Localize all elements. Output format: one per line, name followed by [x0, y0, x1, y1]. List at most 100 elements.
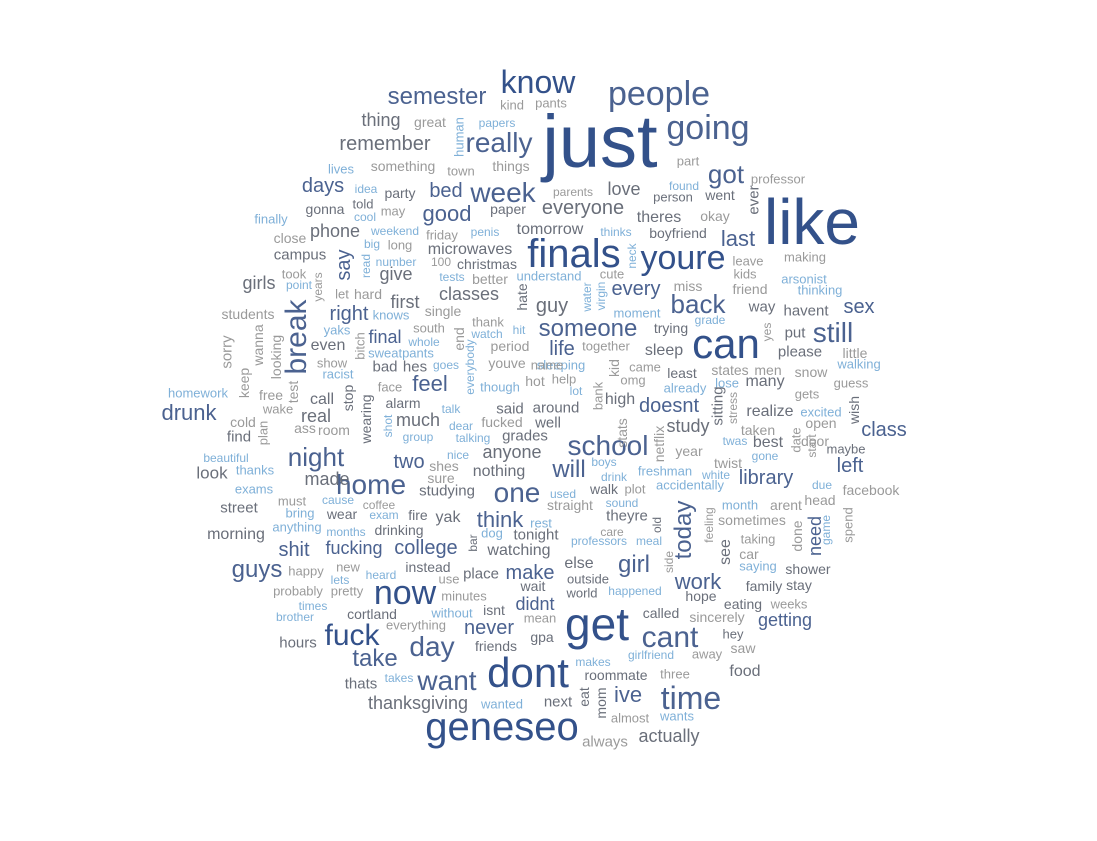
word-knows: knows	[372, 307, 410, 323]
word-arsonist: arsonist	[781, 271, 827, 287]
word-rest: rest	[530, 515, 552, 531]
word-weeks: weeks	[770, 596, 808, 612]
word-facebook: facebook	[842, 482, 900, 498]
word-thanks: thanks	[235, 462, 275, 478]
word-give: give	[379, 264, 413, 284]
word-almost: almost	[610, 710, 650, 726]
word-fuck: fuck	[324, 619, 380, 652]
word-ass: ass	[294, 420, 316, 436]
word-exams: exams	[234, 481, 274, 497]
word-brother: brother	[275, 610, 315, 624]
word-nothing: nothing	[472, 463, 526, 480]
word-didnt: didnt	[515, 594, 555, 614]
word-around: around	[532, 399, 580, 417]
word-bank: bank	[590, 381, 606, 411]
word-already: already	[663, 380, 707, 396]
word-theres: theres	[636, 209, 682, 226]
word-library: library	[738, 467, 794, 489]
word-drunk: drunk	[161, 400, 217, 425]
word-doesnt: doesnt	[638, 395, 700, 417]
word-guy: guy	[535, 295, 569, 317]
word-ive: ive	[613, 682, 643, 707]
word-wish: wish	[846, 395, 862, 425]
word-watching: watching	[487, 542, 551, 559]
word-taken: taken	[740, 422, 776, 438]
word-day: day	[409, 631, 455, 662]
word-good: good	[422, 201, 472, 226]
word-stay: stay	[786, 577, 812, 593]
word-work: work	[674, 569, 722, 594]
word-thinks: thinks	[600, 225, 632, 239]
word-hit: hit	[512, 323, 526, 337]
word-professor: professor	[750, 171, 806, 187]
word-classes: classes	[438, 284, 500, 304]
word-open: open	[805, 415, 837, 431]
word-lets: lets	[330, 573, 350, 587]
word-fucked: fucked	[481, 414, 523, 430]
word-studying: studying	[419, 482, 475, 500]
word-said: said	[496, 400, 524, 418]
word-nice: nice	[446, 448, 470, 462]
word-water: water	[580, 282, 594, 312]
word-alarm: alarm	[385, 395, 421, 411]
word-walking: walking	[837, 356, 881, 372]
word-every: every	[611, 278, 661, 300]
word-semester: semester	[387, 83, 487, 110]
word-group: group	[402, 430, 434, 444]
word-got: got	[707, 159, 745, 189]
word-feel: feel	[412, 371, 448, 396]
word-person: person	[653, 189, 693, 205]
word-going: going	[666, 109, 750, 147]
word-week: week	[470, 177, 536, 208]
word-two: two	[393, 451, 425, 473]
word-gets: gets	[794, 386, 820, 402]
word-students: students	[221, 306, 275, 322]
word-drink: drink	[600, 470, 628, 484]
word-little: little	[842, 345, 868, 361]
word-something: something	[370, 158, 436, 174]
word-lives: lives	[327, 161, 355, 177]
word-still: still	[812, 317, 854, 348]
word-takes: takes	[384, 671, 414, 685]
word-watch: watch	[471, 327, 503, 341]
word-happy: happy	[288, 563, 324, 579]
word-isnt: isnt	[483, 602, 505, 618]
word-hours: hours	[279, 634, 317, 652]
word-dont: dont	[487, 649, 569, 696]
word-okay: okay	[700, 208, 730, 224]
word-saw: saw	[730, 640, 756, 656]
word-meal: meal	[635, 534, 663, 548]
word-plot: plot	[624, 481, 646, 497]
word-done: done	[789, 520, 805, 552]
word-sleeping: sleeping	[536, 357, 586, 373]
word-talk: talk	[441, 402, 461, 416]
word-better: better	[472, 271, 508, 287]
word-thing: thing	[361, 110, 401, 130]
word-let: let	[335, 286, 349, 302]
word-wants: wants	[660, 708, 694, 724]
word-due: due	[811, 478, 833, 492]
word-straight: straight	[547, 497, 593, 513]
word-boyfriend: boyfriend	[649, 225, 707, 241]
word-papers: papers	[478, 116, 516, 130]
word-friday: friday	[426, 227, 458, 243]
word-away: away	[691, 646, 723, 662]
word-gpa: gpa	[530, 629, 554, 645]
word-weekend: weekend	[370, 224, 420, 238]
word-havent: havent	[783, 302, 829, 320]
word-home: home	[335, 469, 407, 500]
word-college: college	[394, 537, 458, 559]
word-everyone: everyone	[541, 197, 625, 219]
word-anyone: anyone	[482, 442, 542, 462]
word-outside: outside	[567, 571, 609, 587]
word-making: making	[784, 249, 826, 265]
word-paper: paper	[490, 201, 526, 217]
word-read: read	[359, 253, 373, 279]
word-fucking: fucking	[325, 538, 383, 558]
word-parents: parents	[552, 185, 594, 199]
word-end: end	[451, 327, 467, 351]
word-years: years	[311, 272, 325, 302]
word-spend: spend	[840, 507, 856, 543]
word-hey: hey	[722, 626, 744, 642]
word-many: many	[745, 373, 785, 390]
